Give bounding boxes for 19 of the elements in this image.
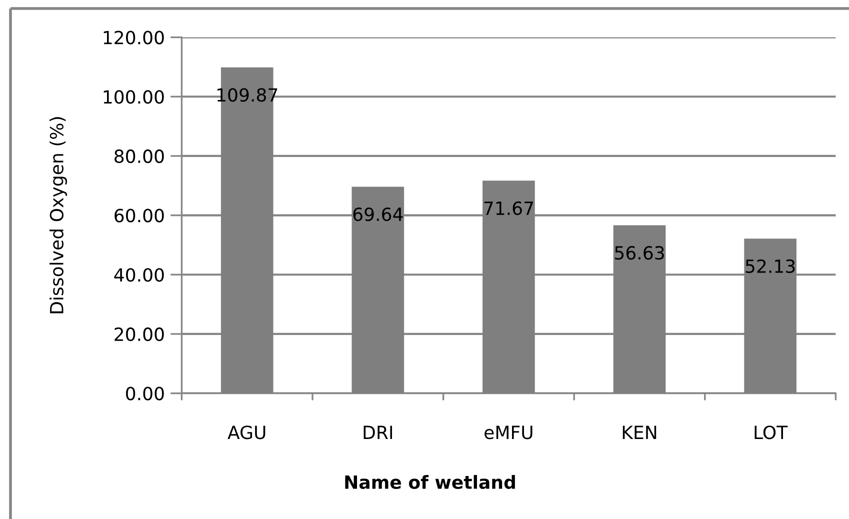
x-tick-label: AGU <box>228 426 266 440</box>
y-tick-label: 80.00 <box>114 149 164 164</box>
data-label: 109.87 <box>217 88 278 102</box>
data-label: 69.64 <box>353 207 403 222</box>
x-tick-label: eMFU <box>484 426 532 440</box>
data-label: 71.67 <box>484 201 533 216</box>
y-tick-label: 120.00 <box>104 30 164 44</box>
x-axis-title: Name of wetland <box>345 475 515 489</box>
data-label: 52.13 <box>746 259 795 274</box>
y-tick-label: 100.00 <box>104 90 164 104</box>
y-tick-label: 20.00 <box>114 327 164 342</box>
data-label: 56.63 <box>615 246 664 260</box>
y-tick-label: 0.00 <box>126 386 164 400</box>
x-tick-label: LOT <box>754 426 788 440</box>
y-tick-label: 40.00 <box>114 268 164 282</box>
x-tick-label: KEN <box>622 426 656 439</box>
y-tick-label: 60.00 <box>114 208 164 222</box>
x-tick-label: DRI <box>364 426 392 439</box>
y-axis-title: Dissolved Oxygen (%) <box>50 117 67 314</box>
